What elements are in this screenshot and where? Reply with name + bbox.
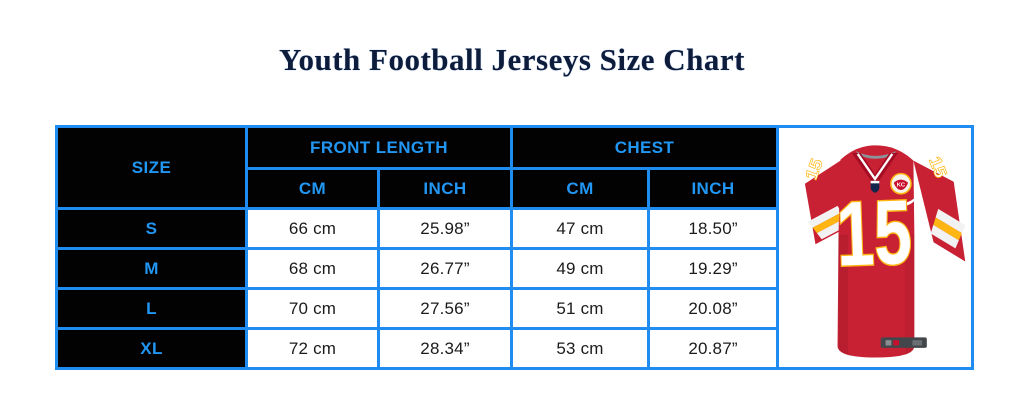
size-cell: XL <box>55 327 248 370</box>
svg-text:KC: KC <box>897 183 905 189</box>
chest-cm-cell: 51 cm <box>510 287 651 330</box>
jersey-side-shadow <box>838 235 849 356</box>
chest-inch-header: INCH <box>647 167 780 210</box>
chest-cm-cell: 49 cm <box>510 247 651 290</box>
page-title: Youth Football Jerseys Size Chart <box>279 42 745 77</box>
table-row-xl: XL 72 cm 28.34” 53 cm 20.87” <box>55 327 973 370</box>
chest-inch-cell: 20.87” <box>647 327 780 370</box>
jersey-inner-collar <box>855 151 897 160</box>
table-row-m: M 68 cm 26.77” 49 cm 19.29” <box>55 247 973 290</box>
header-row-units: CM INCH CM INCH <box>57 167 973 210</box>
front-length-header: FRONT LENGTH <box>244 125 514 170</box>
chest-inch-cell: 19.29” <box>647 247 780 290</box>
front-length-cm-cell: 70 cm <box>245 287 380 330</box>
front-length-cm-cell: 66 cm <box>245 207 380 250</box>
size-cell: M <box>55 247 248 290</box>
front-length-inch-header: INCH <box>376 167 514 210</box>
jock-tag <box>880 337 927 349</box>
size-chart-table: SIZE FRONT LENGTH CHEST <box>55 125 975 370</box>
front-length-cm-header: CM <box>245 167 380 210</box>
chest-inch-cell: 18.50” <box>647 207 780 250</box>
front-length-inch-cell: 27.56” <box>376 287 514 330</box>
front-length-inch-cell: 25.98” <box>376 207 514 250</box>
chest-cm-cell: 53 cm <box>510 327 651 370</box>
jersey-side-shadow-right <box>904 235 915 356</box>
header-row-groups: SIZE FRONT LENGTH CHEST <box>55 125 975 370</box>
front-length-cm-cell: 72 cm <box>245 327 380 370</box>
front-length-cm-cell: 68 cm <box>245 247 380 290</box>
jersey-number: 15 <box>835 182 913 287</box>
team-patch: KC <box>890 173 912 195</box>
size-cell: L <box>55 287 248 330</box>
jersey-image: KC 15 15 15 <box>789 145 972 358</box>
front-length-inch-cell: 28.34” <box>376 327 514 370</box>
table-row-l: L 70 cm 27.56” 51 cm 20.08” <box>55 287 973 330</box>
chest-cm-cell: 47 cm <box>510 207 651 250</box>
front-length-inch-cell: 26.77” <box>376 247 514 290</box>
nike-swoosh-icon <box>902 195 918 207</box>
chest-cm-header: CM <box>510 167 651 210</box>
jersey-image-cell: KC 15 15 15 <box>776 125 975 370</box>
table-row-s: S 66 cm 25.98” 47 cm 18.50” <box>55 207 973 250</box>
jersey-body <box>837 145 915 358</box>
jersey-collar-trim <box>856 153 894 182</box>
chest-header: CHEST <box>510 125 780 170</box>
nfl-shield-icon <box>870 181 880 194</box>
chest-inch-cell: 20.08” <box>647 287 780 330</box>
size-cell: S <box>55 207 248 250</box>
size-column-header: SIZE <box>55 125 248 210</box>
